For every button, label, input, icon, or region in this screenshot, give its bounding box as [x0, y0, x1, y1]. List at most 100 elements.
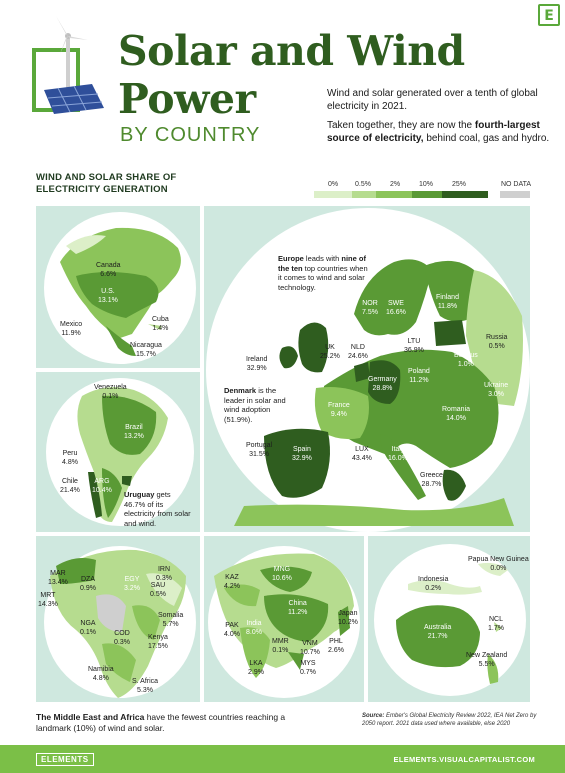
- label-south-africa: S. Africa 5.3%: [132, 678, 158, 695]
- label-malaysia: MYS 0.7%: [300, 660, 316, 677]
- label-kazakhstan: KAZ 4.2%: [224, 574, 240, 591]
- value: 5.7%: [162, 620, 179, 628]
- label-sweden: SWE 16.6%: [386, 300, 406, 317]
- legend-swatch-5: [500, 191, 530, 198]
- value: 3.2%: [124, 584, 140, 592]
- label-norway: NOR 7.5%: [362, 300, 378, 317]
- panel-oceania: Papua New Guinea 0.0% Indonesia 0.2% Austr…: [368, 536, 530, 702]
- label-somalia: Somalia 5.7%: [158, 612, 183, 629]
- intro-p2-bold: fourth-largest source of electricity,: [327, 120, 540, 144]
- name: France: [328, 402, 350, 409]
- value: 2.9%: [248, 668, 264, 676]
- label-nigeria: NGA 0.1%: [80, 620, 96, 637]
- value: 24.6%: [348, 352, 368, 360]
- legend-label-0: 0%: [327, 181, 339, 188]
- name: Portugal: [246, 442, 273, 449]
- label-new-caledonia: NCL 1.7%: [488, 616, 504, 633]
- label-kenya: Kenya 17.5%: [148, 634, 168, 651]
- value: 0.9%: [80, 584, 96, 592]
- denmark-bold: Denmark: [224, 386, 257, 395]
- callout-bold-2: nine of the ten: [278, 254, 366, 273]
- callout-bold-1: Europe: [278, 254, 304, 263]
- label-italy: Italy 16.0%: [388, 446, 408, 463]
- value: 0.5%: [488, 342, 505, 350]
- name: Chile: [61, 478, 78, 485]
- label-nicaragua: Nicaragua 15.7%: [130, 342, 162, 359]
- name: MNG: [273, 566, 291, 573]
- name: Italy: [391, 446, 405, 453]
- value: 0.2%: [425, 584, 442, 592]
- label-peru: Peru 4.8%: [62, 450, 78, 467]
- name: S. Africa: [132, 678, 159, 685]
- label-poland: Poland 11.2%: [408, 368, 430, 385]
- name: Mexico: [60, 321, 83, 328]
- name: Peru: [62, 450, 78, 457]
- value: 10.7%: [300, 648, 320, 656]
- value: 43.4%: [352, 454, 372, 462]
- value: 1.0%: [457, 360, 474, 368]
- name: MYS: [300, 660, 316, 667]
- globe-asia: [208, 546, 360, 698]
- name: Brazil: [125, 424, 143, 431]
- color-legend: 0% 0.5% 2% 10% 25% NO DATA: [312, 181, 532, 199]
- label-brazil: Brazil 13.2%: [124, 424, 144, 441]
- name: EGY: [124, 576, 140, 583]
- panel-asia: KAZ 4.2% MNG 10.6% China 11.2% Japan 10.2% P…: [204, 536, 364, 702]
- value: 14.0%: [446, 414, 466, 422]
- value: 0.3%: [114, 638, 130, 646]
- value: 3.0%: [488, 390, 505, 398]
- panel-south-america: Venezuela 0.1% Brazil 13.2% Peru 4.8% Chile…: [36, 372, 200, 532]
- globe-south-america: [46, 378, 194, 526]
- denmark-rest: is the leader in solar and wind adoption…: [224, 386, 286, 424]
- value: 7.5%: [362, 308, 378, 316]
- page-title-line1: Solar and Wind: [118, 27, 465, 75]
- label-japan: Japan 10.2%: [338, 610, 358, 627]
- label-luxembourg: LUX 43.4%: [352, 446, 372, 463]
- legend-swatch-4: [442, 191, 488, 198]
- value: 36.9%: [404, 346, 424, 354]
- name: Nicaragua: [130, 342, 162, 349]
- intro-text: Wind and solar generated over a tenth of…: [327, 88, 552, 152]
- page-title-line2: Power: [118, 75, 256, 123]
- legend-label-5: NO DATA: [500, 181, 532, 188]
- label-argentina: ARG 10.4%: [92, 478, 112, 495]
- value: 21.7%: [427, 632, 448, 640]
- europe-callout: Europe leads with nine of the ten top co…: [278, 254, 370, 292]
- label-romania: Romania 14.0%: [442, 406, 470, 423]
- value: 4.8%: [62, 458, 78, 466]
- label-saudi-arabia: SAU 0.5%: [150, 582, 166, 599]
- label-us: U.S. 13.1%: [98, 288, 118, 305]
- label-portugal: Portugal 31.5%: [246, 442, 272, 459]
- elements-logo[interactable]: ELEMENTS: [36, 753, 94, 766]
- callout-rest: gets 46.7% of its electricity from solar…: [124, 490, 191, 528]
- label-greece: Greece 28.7%: [420, 472, 443, 489]
- name: Japan: [338, 610, 358, 617]
- label-spain: Spain 32.9%: [292, 446, 312, 463]
- value: 6.6%: [100, 270, 117, 278]
- name: Australia: [424, 624, 452, 631]
- name: Greece: [420, 472, 443, 479]
- value: 4.2%: [224, 582, 240, 590]
- label-venezuela: Venezuela 0.1%: [94, 384, 127, 401]
- panel-europe: Europe leads with nine of the ten top co…: [204, 206, 530, 532]
- value: 32.9%: [246, 364, 267, 372]
- intro-p2-pre: Taken together, they are now the: [327, 120, 473, 131]
- footer-bar: ELEMENTS ELEMENTS.VISUALCAPITALIST.COM: [0, 745, 565, 773]
- legend-swatch-3: [412, 191, 442, 198]
- footer-url-link[interactable]: ELEMENTS.VISUALCAPITALIST.COM: [393, 755, 535, 764]
- value: 13.4%: [48, 578, 68, 586]
- name: UK: [325, 344, 335, 351]
- value: 0.1%: [272, 646, 289, 654]
- brand-badge-icon: E: [538, 4, 560, 26]
- label-sri-lanka: LKA 2.9%: [248, 660, 264, 677]
- name: Russia: [486, 334, 508, 341]
- value: 1.4%: [152, 324, 169, 332]
- wind-solar-illustration-icon: [32, 16, 104, 114]
- name: Canada: [96, 262, 121, 269]
- label-france: France 9.4%: [328, 402, 350, 419]
- value: 13.2%: [124, 432, 144, 440]
- legend-label-2: 2%: [389, 181, 401, 188]
- name: SAU: [150, 582, 166, 589]
- value: 15.7%: [136, 350, 156, 358]
- source-bold: Source:: [362, 713, 385, 719]
